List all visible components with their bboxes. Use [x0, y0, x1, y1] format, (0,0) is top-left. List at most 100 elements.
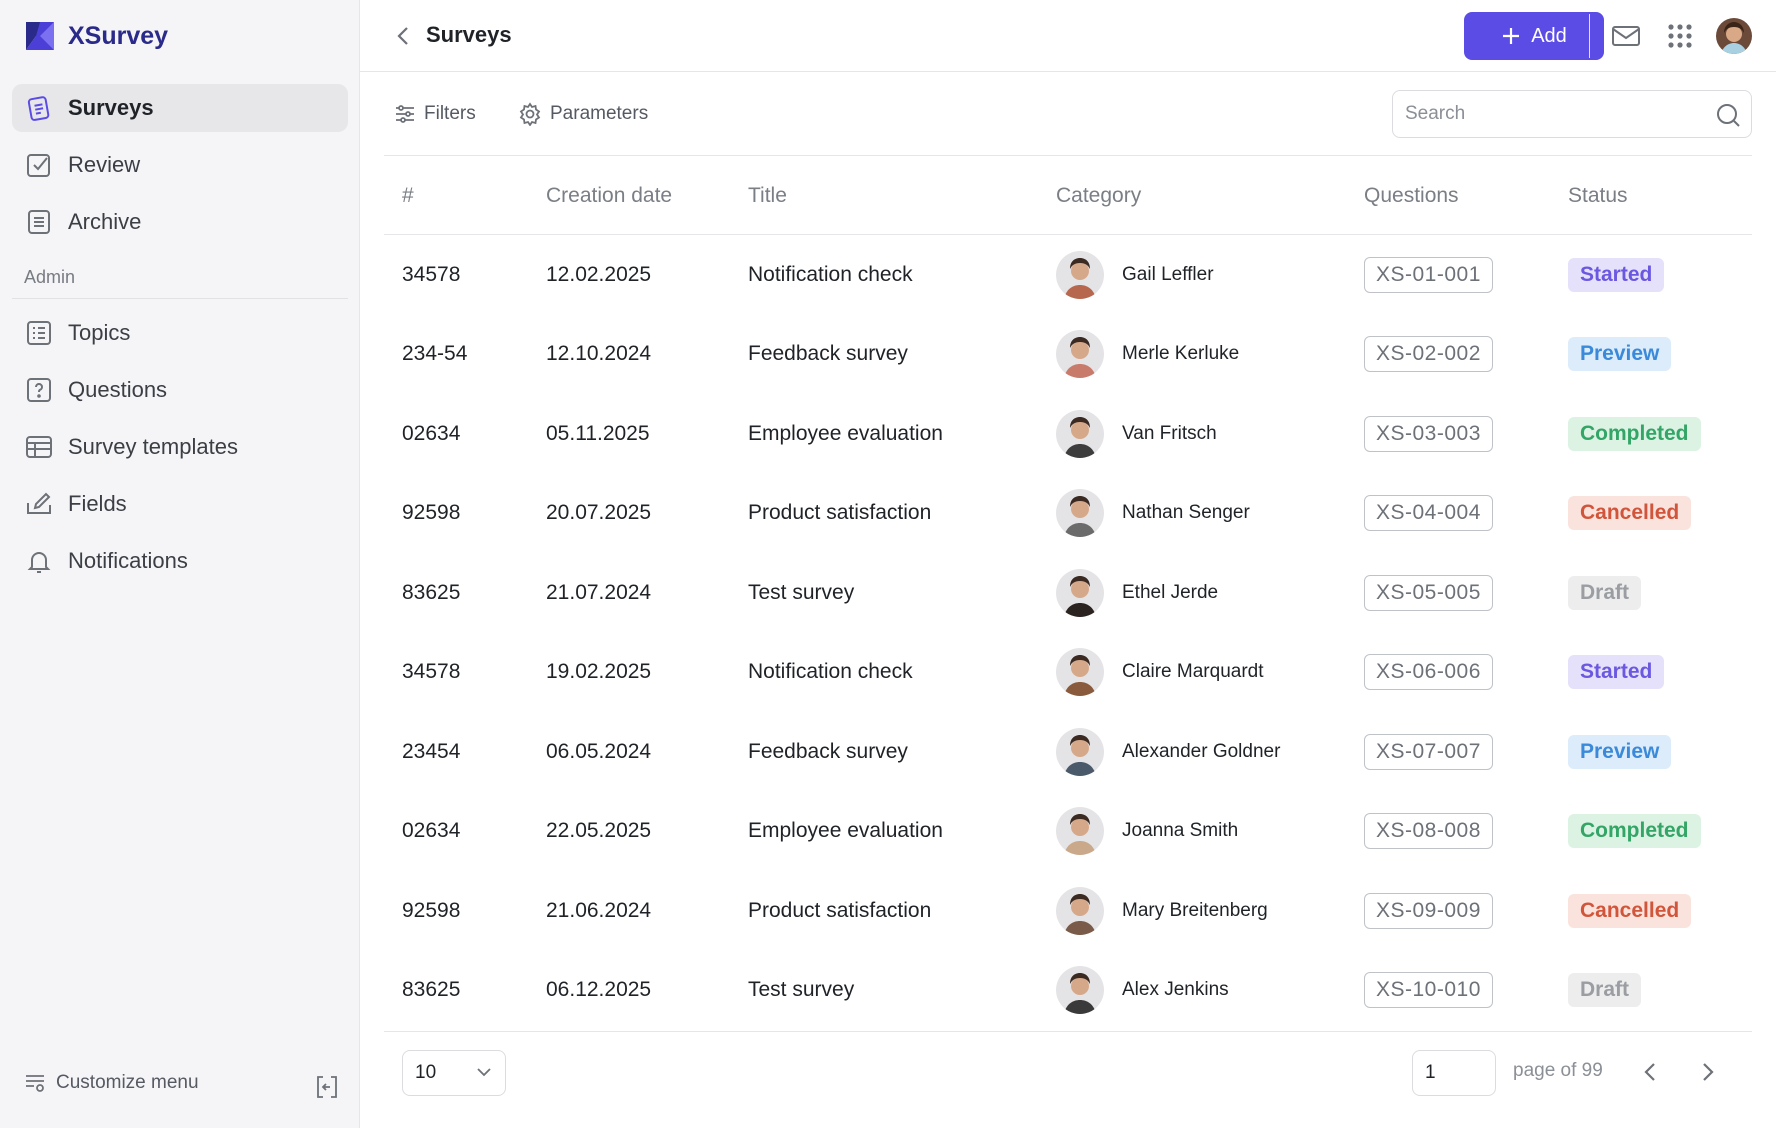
- cell-status: Completed: [1568, 792, 1701, 872]
- avatar-icon: [1056, 409, 1104, 458]
- chevron-left-icon: [1644, 1063, 1655, 1081]
- add-button-label: Add: [1531, 24, 1567, 47]
- table-row[interactable]: 02634 22.05.2025 Employee evaluation Joanna…: [384, 792, 1752, 872]
- sidebar-item-label: Survey templates: [68, 434, 238, 459]
- person: Gail Leffler: [1056, 250, 1214, 299]
- cell-category: Claire Marquardt: [1056, 633, 1264, 713]
- question-set-tag: XS-05-005: [1364, 574, 1493, 611]
- column-header-id[interactable]: #: [402, 184, 414, 207]
- table-row[interactable]: 02634 05.11.2025 Employee evaluation Van Fr…: [384, 394, 1752, 474]
- sidebar: XSurvey Surveys Review Archive Admin: [0, 0, 360, 1128]
- cell-category: Van Fritsch: [1056, 394, 1217, 474]
- cell-id: 83625: [402, 978, 461, 1002]
- person: Claire Marquardt: [1056, 648, 1264, 697]
- page-number-input[interactable]: [1413, 1051, 1483, 1095]
- question-set-tag: XS-01-001: [1364, 256, 1493, 293]
- cell-category: Joanna Smith: [1056, 792, 1238, 872]
- filters-label: Filters: [424, 103, 476, 124]
- cell-id: 34578: [402, 262, 461, 286]
- topics-icon: [24, 318, 54, 348]
- person-name: Claire Marquardt: [1122, 661, 1264, 683]
- user-avatar[interactable]: [1716, 18, 1752, 54]
- column-header-creation-date[interactable]: Creation date: [546, 184, 673, 207]
- grid-icon: [1668, 24, 1692, 48]
- back-button[interactable]: [390, 22, 416, 50]
- cell-status: Completed: [1568, 394, 1701, 474]
- person: Alex Jenkins: [1056, 966, 1229, 1015]
- mail-button[interactable]: [1610, 20, 1642, 52]
- column-header-questions[interactable]: Questions: [1364, 184, 1459, 207]
- person-avatar: [1056, 648, 1104, 697]
- sidebar-item-notifications[interactable]: Notifications: [12, 537, 348, 585]
- filters-button[interactable]: Filters: [394, 98, 476, 130]
- previous-page-button[interactable]: [1634, 1056, 1666, 1088]
- person-name: Mary Breitenberg: [1122, 899, 1268, 921]
- status-badge: Started: [1568, 257, 1665, 292]
- column-header-status[interactable]: Status: [1568, 184, 1628, 207]
- sidebar-item-label: Questions: [68, 377, 168, 402]
- column-header-title[interactable]: Title: [748, 184, 787, 207]
- person-avatar: [1056, 250, 1104, 299]
- table-row[interactable]: 92598 20.07.2025 Product satisfaction Natha…: [384, 474, 1752, 554]
- cell-id: 92598: [402, 898, 461, 922]
- rows-per-page-select[interactable]: 10: [402, 1050, 506, 1096]
- cell-questions: XS-03-003: [1364, 394, 1493, 474]
- customize-menu-button[interactable]: Customize menu: [24, 1072, 199, 1094]
- avatar-icon: [1056, 330, 1104, 379]
- cell-category: Mary Breitenberg: [1056, 871, 1268, 951]
- cell-status: Preview: [1568, 712, 1672, 792]
- cell-creation-date: 21.06.2024: [546, 898, 652, 922]
- cell-questions: XS-06-006: [1364, 633, 1493, 713]
- review-icon: [24, 150, 54, 180]
- table-row[interactable]: 34578 12.02.2025 Notification check Gail Le…: [384, 235, 1752, 315]
- sidebar-item-questions[interactable]: Questions: [12, 366, 348, 414]
- table-row[interactable]: 83625 21.07.2024 Test survey Ethel Jerde XS-…: [384, 553, 1752, 633]
- table-row[interactable]: 83625 06.12.2025 Test survey Alex Jenkins XS…: [384, 951, 1752, 1031]
- cell-title: Employee evaluation: [748, 819, 943, 843]
- apps-button[interactable]: [1664, 20, 1696, 52]
- cell-title: Feedback survey: [748, 739, 908, 763]
- cell-id: 92598: [402, 501, 461, 525]
- cell-id: 34578: [402, 660, 461, 684]
- person-avatar: [1056, 966, 1104, 1015]
- table-row[interactable]: 23454 06.05.2024 Feedback survey Alexander …: [384, 712, 1752, 792]
- next-page-button[interactable]: [1692, 1056, 1724, 1088]
- question-icon: [24, 375, 54, 405]
- avatar-icon: [1056, 807, 1104, 856]
- status-badge: Started: [1568, 655, 1665, 690]
- parameters-button[interactable]: Parameters: [518, 98, 648, 130]
- table-row[interactable]: 92598 21.06.2024 Product satisfaction Mary …: [384, 871, 1752, 951]
- sidebar-item-label: Surveys: [68, 95, 154, 120]
- sidebar-item-review[interactable]: Review: [12, 141, 348, 189]
- sidebar-item-topics[interactable]: Topics: [12, 309, 348, 357]
- status-badge: Completed: [1568, 416, 1701, 451]
- avatar-icon: [1056, 250, 1104, 299]
- table-row[interactable]: 234-54 12.10.2024 Feedback survey Merle Ker…: [384, 315, 1752, 395]
- person: Nathan Senger: [1056, 489, 1250, 538]
- brand[interactable]: XSurvey: [24, 20, 168, 52]
- table-body: 34578 12.02.2025 Notification check Gail Le…: [384, 235, 1752, 1030]
- cell-creation-date: 12.02.2025: [546, 262, 652, 286]
- collapse-sidebar-button[interactable]: [312, 1072, 342, 1102]
- question-set-tag: XS-03-003: [1364, 415, 1493, 452]
- table-row[interactable]: 34578 19.02.2025 Notification check Claire …: [384, 633, 1752, 713]
- sidebar-item-fields[interactable]: Fields: [12, 480, 348, 528]
- search-icon[interactable]: [1715, 102, 1741, 128]
- sidebar-item-surveys[interactable]: Surveys: [12, 84, 348, 132]
- plus-icon: [1503, 28, 1520, 44]
- person-name: Joanna Smith: [1122, 820, 1239, 842]
- cell-title: Feedback survey: [748, 342, 908, 366]
- cell-id: 23454: [402, 739, 461, 763]
- cell-category: Alex Jenkins: [1056, 951, 1229, 1031]
- table-icon: [24, 432, 54, 462]
- add-button[interactable]: Add: [1464, 12, 1604, 60]
- search-input[interactable]: [1405, 91, 1705, 137]
- person-name: Van Fritsch: [1122, 422, 1217, 444]
- column-header-category[interactable]: Category: [1056, 184, 1142, 207]
- cell-questions: XS-02-002: [1364, 315, 1493, 395]
- bell-icon: [24, 546, 54, 576]
- cell-status: Cancelled: [1568, 871, 1692, 951]
- sidebar-item-survey-templates[interactable]: Survey templates: [12, 423, 348, 471]
- sidebar-item-archive[interactable]: Archive: [12, 198, 348, 246]
- sidebar-item-label: Fields: [68, 491, 127, 516]
